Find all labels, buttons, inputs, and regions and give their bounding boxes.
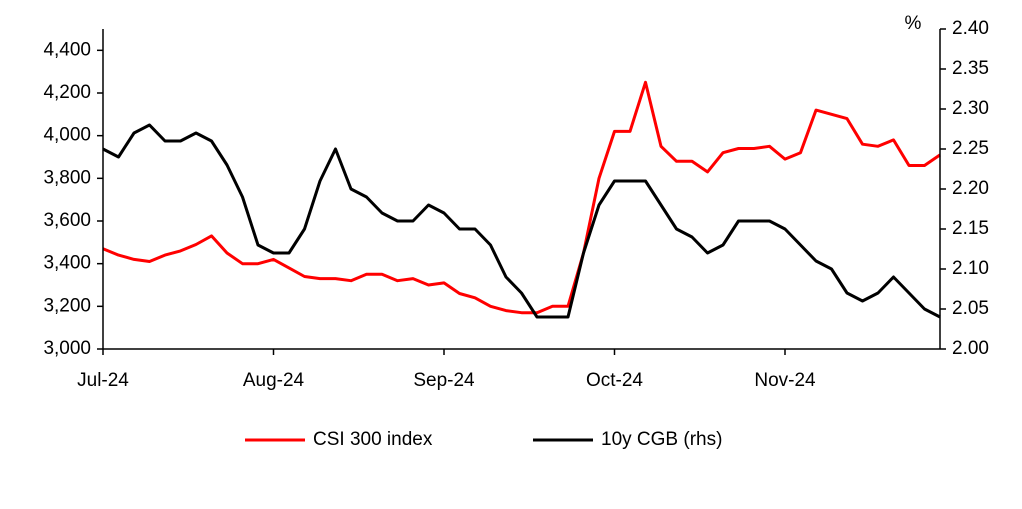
y2-tick-label: 2.40 [952, 18, 989, 39]
y2-tick-label: 2.15 [952, 218, 989, 239]
x-tick-label: Nov-24 [754, 370, 816, 391]
y-tick-label: 4,200 [43, 82, 91, 103]
x-tick-label: Jul-24 [77, 370, 129, 391]
x-tick-label: Sep-24 [413, 370, 475, 391]
legend-label: CSI 300 index [313, 429, 433, 450]
y-tick-label: 3,600 [43, 210, 91, 231]
y-tick-label: 3,200 [43, 295, 91, 316]
series-line [102, 80, 941, 315]
y2-tick-label: 2.30 [952, 98, 989, 119]
y2-axis-label: % [905, 13, 922, 34]
y2-tick-label: 2.00 [952, 338, 989, 359]
x-tick-label: Oct-24 [586, 370, 643, 391]
y2-tick-label: 2.25 [952, 138, 989, 159]
y2-tick-label: 2.20 [952, 178, 989, 199]
y2-tick-label: 2.05 [952, 298, 989, 319]
y-tick-label: 3,800 [43, 167, 91, 188]
y-tick-label: 4,000 [43, 125, 91, 146]
y2-tick-label: 2.35 [952, 58, 989, 79]
y-tick-label: 3,400 [43, 253, 91, 274]
y2-tick-label: 2.10 [952, 258, 989, 279]
series-line [102, 123, 941, 319]
x-tick-label: Aug-24 [243, 370, 305, 391]
y-tick-label: 3,000 [43, 338, 91, 359]
y-tick-label: 4,400 [43, 39, 91, 60]
legend-label: 10y CGB (rhs) [601, 429, 722, 450]
